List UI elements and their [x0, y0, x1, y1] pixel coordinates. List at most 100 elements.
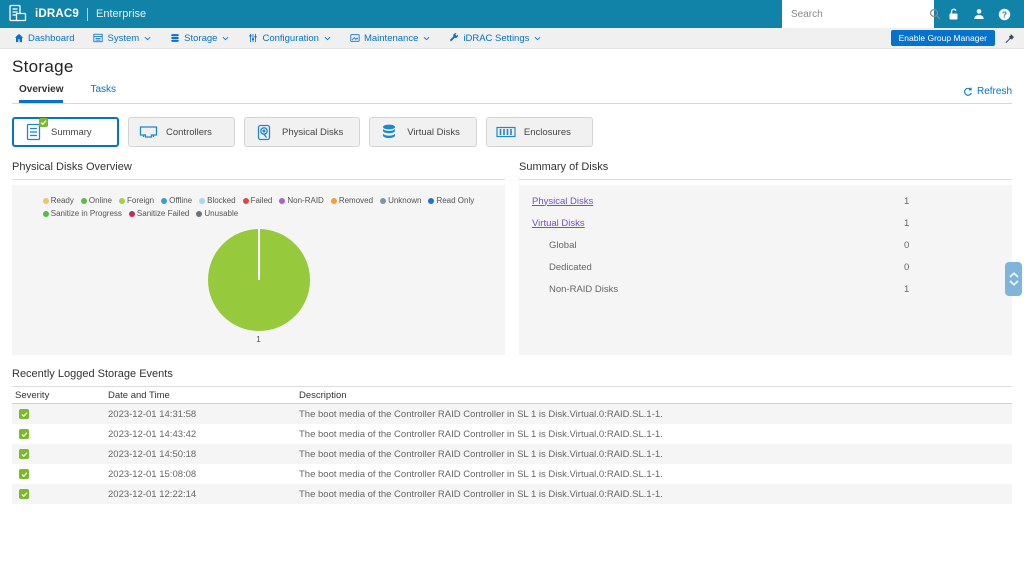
enable-group-manager-button[interactable]: Enable Group Manager: [890, 30, 995, 46]
legend-label: Unusable: [204, 209, 239, 218]
virtual-disks-link[interactable]: Virtual Disks: [532, 217, 585, 229]
nav-right: Enable Group Manager: [890, 30, 1015, 46]
physical-disks-button[interactable]: Physical Disks: [244, 117, 361, 147]
legend-label: Removed: [338, 196, 374, 205]
legend-item: Unknown: [380, 194, 421, 207]
legend-color-dot: [242, 197, 249, 204]
main-nav-bar: Dashboard System Storage Configuration: [0, 28, 1024, 49]
ok-severity-icon: [19, 429, 29, 439]
legend-item: Removed: [330, 194, 374, 207]
event-row[interactable]: 2023-12-01 14:43:42 The boot media of th…: [12, 424, 1012, 444]
legend-item: Blocked: [199, 194, 236, 207]
event-description: The boot media of the Controller RAID Co…: [299, 448, 663, 460]
summary-value: 1: [904, 217, 910, 229]
refresh-label: Refresh: [976, 86, 1012, 97]
pie-legend: Ready Online Foreign Offline Blocked Fai…: [42, 185, 474, 220]
nav-label: iDRAC Settings: [463, 32, 530, 44]
enclosures-button[interactable]: Enclosures: [485, 117, 593, 147]
legend-item: Non-RAID: [279, 194, 324, 207]
nav-item-configuration[interactable]: Configuration: [248, 33, 331, 44]
legend-color-dot: [199, 197, 206, 204]
event-row[interactable]: 2023-12-01 12:22:14 The boot media of th…: [12, 484, 1012, 504]
legend-label: Ready: [50, 196, 74, 205]
tab-overview[interactable]: Overview: [19, 84, 64, 103]
legend-label: Blocked: [207, 196, 236, 205]
legend-color-dot: [161, 197, 168, 204]
controllers-button-label: Controllers: [166, 126, 212, 138]
scroll-up-button[interactable]: [1008, 272, 1019, 278]
search-input[interactable]: [791, 8, 923, 20]
storage-events-title: Recently Logged Storage Events: [12, 368, 1012, 387]
maintenance-icon: [350, 34, 360, 42]
brand-edition: Enterprise: [96, 8, 147, 20]
help-icon[interactable]: ?: [998, 8, 1011, 21]
search-box[interactable]: [782, 0, 941, 28]
scroll-down-button[interactable]: [1008, 280, 1019, 286]
ok-severity-icon: [19, 489, 29, 499]
legend-row-2: Sanitize in Progress Sanitize Failed Unu…: [42, 207, 474, 220]
legend-label: Unknown: [388, 196, 422, 205]
summary-label: Global: [549, 239, 577, 251]
scroll-buttons: [1005, 262, 1022, 296]
legend-item: Unusable: [196, 207, 238, 220]
unlock-icon[interactable]: [947, 8, 960, 21]
search-icon[interactable]: [929, 8, 941, 20]
event-row[interactable]: 2023-12-01 14:31:58 The boot media of th…: [12, 404, 1012, 424]
legend-item: Sanitize Failed: [128, 207, 190, 220]
controllers-icon: [138, 122, 158, 142]
nav-label: System: [107, 32, 140, 44]
storage-events-section: Recently Logged Storage Events Severity …: [12, 368, 1012, 504]
virtual-disks-button-label: Virtual Disks: [407, 126, 460, 138]
summary-row: Non-RAID Disks 1: [519, 278, 1012, 300]
legend-item: Sanitize in Progress: [42, 207, 122, 220]
summary-value: 1: [904, 283, 910, 295]
nav-item-maintenance[interactable]: Maintenance: [350, 33, 430, 44]
event-row[interactable]: 2023-12-01 15:08:08 The boot media of th…: [12, 464, 1012, 484]
column-header-description: Description: [299, 389, 347, 401]
event-description: The boot media of the Controller RAID Co…: [299, 408, 663, 420]
nav-item-dashboard[interactable]: Dashboard: [14, 33, 74, 44]
tab-tasks[interactable]: Tasks: [90, 84, 117, 95]
top-header-bar: iDRAC9 Enterprise: [0, 0, 1024, 28]
pin-icon[interactable]: [1004, 33, 1015, 44]
legend-label: Foreign: [127, 196, 155, 205]
controllers-button[interactable]: Controllers: [128, 117, 235, 147]
legend-color-dot: [80, 197, 87, 204]
nav-label: Storage: [184, 32, 218, 44]
chevron-down-icon: [534, 36, 541, 40]
event-description: The boot media of the Controller RAID Co…: [299, 488, 663, 500]
summary-of-disks-panel: Physical Disks 1 Virtual Disks 1 Global …: [519, 185, 1012, 355]
legend-label: Sanitize Failed: [136, 209, 190, 218]
summary-button[interactable]: Summary: [12, 117, 119, 147]
enclosures-icon: [496, 122, 516, 142]
column-header-datetime: Date and Time: [108, 389, 170, 401]
summary-row: Global 0: [519, 234, 1012, 256]
chevron-down-icon: [324, 36, 331, 40]
nav-item-storage[interactable]: Storage: [170, 33, 229, 44]
physical-disks-link[interactable]: Physical Disks: [532, 195, 594, 207]
summary-row: Virtual Disks 1: [519, 212, 1012, 234]
topbar-icon-group: ?: [934, 0, 1024, 28]
column-header-severity: Severity: [15, 389, 50, 401]
user-icon[interactable]: [973, 8, 985, 20]
nav-label: Dashboard: [28, 32, 75, 44]
ok-severity-icon: [19, 409, 29, 419]
page-title: Storage: [12, 57, 74, 76]
legend-item: Online: [80, 194, 112, 207]
legend-label: Offline: [169, 196, 193, 205]
legend-label: Non-RAID: [287, 196, 324, 205]
legend-color-dot: [119, 197, 125, 204]
legend-color-dot: [42, 197, 49, 204]
nav-item-idrac-settings[interactable]: iDRAC Settings: [449, 33, 541, 44]
tabs-row: Overview Tasks Refresh: [12, 84, 1012, 104]
ok-severity-icon: [19, 469, 29, 479]
event-row[interactable]: 2023-12-01 14:50:18 The boot media of th…: [12, 444, 1012, 464]
storage-nav-icon: [171, 34, 179, 42]
physical-disks-pie-chart[interactable]: [207, 229, 310, 331]
virtual-disks-button[interactable]: Virtual Disks: [369, 117, 477, 147]
page-content: Storage Overview Tasks Refresh: [0, 57, 1024, 504]
nav-item-system[interactable]: System: [93, 33, 151, 44]
configuration-icon: [249, 33, 257, 43]
refresh-button[interactable]: Refresh: [963, 86, 1012, 103]
legend-item: Foreign: [119, 194, 154, 207]
